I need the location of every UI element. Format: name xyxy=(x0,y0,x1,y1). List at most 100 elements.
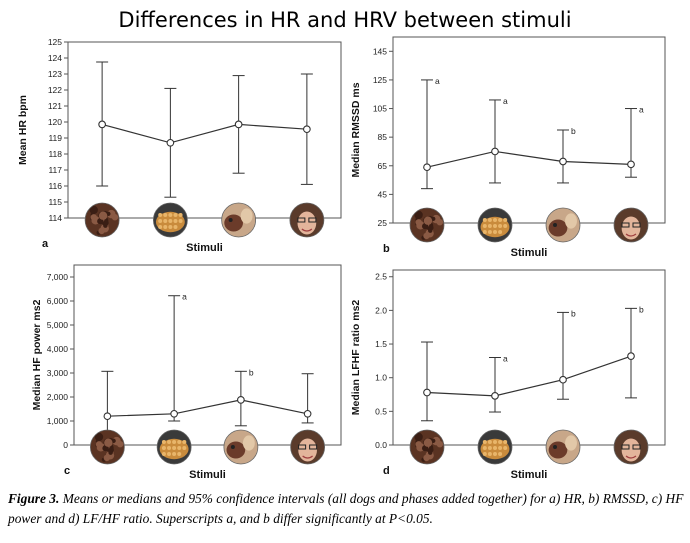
woman-face-photo-icon xyxy=(290,429,326,465)
icon-texture xyxy=(503,440,508,444)
plot-frame xyxy=(73,264,342,446)
icon-texture xyxy=(415,441,422,448)
icon-texture xyxy=(103,223,108,228)
icon-glasses-right xyxy=(308,217,317,223)
panel-letter: d xyxy=(383,465,390,477)
icon-texture xyxy=(498,218,503,222)
data-point xyxy=(103,412,112,421)
icon-texture xyxy=(173,225,178,229)
y-axis-label: Median LFHF ratio ms2 xyxy=(350,300,362,416)
icon-content xyxy=(614,430,648,464)
woman-face-photo-icon xyxy=(613,429,649,465)
icon-texture xyxy=(182,440,187,444)
icon-border xyxy=(613,429,649,465)
icon-border xyxy=(290,429,326,465)
icon-texture xyxy=(487,452,492,456)
x-axis-label: Stimuli xyxy=(511,247,548,259)
y-tick-label: 145 xyxy=(373,46,387,56)
icon-content xyxy=(410,430,444,464)
icon-texture xyxy=(158,213,163,217)
icon-texture xyxy=(167,440,172,444)
icon-glasses-left xyxy=(297,217,306,223)
y-axis-label: Mean HR bpm xyxy=(17,95,29,165)
icon-eye xyxy=(230,445,235,449)
figure-caption: Figure 3. Means or medians and 95% confi… xyxy=(8,489,684,529)
dog-photo-icon xyxy=(409,429,445,465)
woman-face-photo-icon xyxy=(289,202,325,238)
icon-texture xyxy=(172,440,177,444)
y-tick-label: 118 xyxy=(48,149,62,159)
y-tick-label: 119 xyxy=(48,133,62,143)
icon-texture xyxy=(158,225,163,229)
dog-with-person-photo-icon xyxy=(545,207,581,243)
icon-texture xyxy=(163,213,168,217)
y-tick-label: 25 xyxy=(378,218,388,228)
icon-texture xyxy=(94,432,104,442)
icon-glasses-right xyxy=(632,222,641,228)
icon-smile xyxy=(625,455,637,459)
data-point xyxy=(234,120,243,129)
icon-texture xyxy=(431,438,436,444)
icon-content xyxy=(221,203,256,237)
icon-content xyxy=(223,430,258,464)
icon-texture xyxy=(104,438,113,447)
icon-texture xyxy=(177,452,182,456)
icon-texture xyxy=(161,446,166,450)
icon-dog xyxy=(226,441,246,459)
icon-texture xyxy=(173,213,178,217)
y-tick-label: 125 xyxy=(373,75,387,85)
icon-texture xyxy=(482,446,487,450)
icon-content xyxy=(614,208,648,242)
data-point xyxy=(627,352,635,361)
y-tick-label: 4,000 xyxy=(47,344,69,354)
icon-texture xyxy=(167,446,172,450)
icon-glasses-right xyxy=(632,444,641,450)
plot-frame xyxy=(392,269,666,446)
icon-person xyxy=(240,208,253,224)
y-tick-label: 0.5 xyxy=(375,406,387,416)
series-line xyxy=(426,150,632,168)
icon-dog xyxy=(548,219,568,237)
icon-texture xyxy=(172,452,177,456)
data-point xyxy=(237,396,245,404)
icon-content xyxy=(90,430,125,464)
x-axis-label: Stimuli xyxy=(186,242,223,254)
icon-eye xyxy=(228,218,233,222)
icon-border xyxy=(545,429,581,465)
icon-content xyxy=(290,430,325,464)
icon-border xyxy=(477,207,513,243)
icon-texture xyxy=(436,218,444,226)
y-tick-label: 65 xyxy=(378,161,388,171)
series-line xyxy=(107,399,308,417)
y-tick-label: 115 xyxy=(48,197,62,207)
chart-panel-d: 0.0 0.5 1.0 1.5 2.0 2.5 Median LFHF ratio ms2 a… xyxy=(350,269,666,481)
icon-texture xyxy=(108,450,113,455)
icon-texture xyxy=(423,454,430,462)
icon-texture xyxy=(493,452,497,456)
data-point xyxy=(491,147,499,156)
y-tick-label: 2.5 xyxy=(375,272,387,282)
icon-texture xyxy=(428,450,433,455)
food-photo-icon xyxy=(477,207,513,243)
icon-content xyxy=(289,203,324,237)
y-tick-label: 117 xyxy=(48,165,62,175)
data-point xyxy=(491,392,499,400)
icon-texture xyxy=(482,224,487,228)
icon-texture xyxy=(98,211,108,220)
y-tick-label: 85 xyxy=(378,132,388,142)
icon-dog xyxy=(224,214,243,232)
icon-content xyxy=(85,203,120,237)
icon-texture xyxy=(487,224,492,228)
data-point xyxy=(559,375,567,384)
icon-texture xyxy=(111,213,119,221)
icon-texture xyxy=(106,211,111,217)
y-tick-label: 105 xyxy=(373,104,387,114)
superscript-label: b xyxy=(639,304,644,314)
icon-texture xyxy=(163,219,168,223)
icon-content xyxy=(478,208,512,242)
y-tick-label: 45 xyxy=(378,189,388,199)
icon-texture xyxy=(178,219,183,223)
icon-texture xyxy=(177,446,182,450)
superscript-label: b xyxy=(249,367,254,377)
icon-texture xyxy=(167,452,172,456)
